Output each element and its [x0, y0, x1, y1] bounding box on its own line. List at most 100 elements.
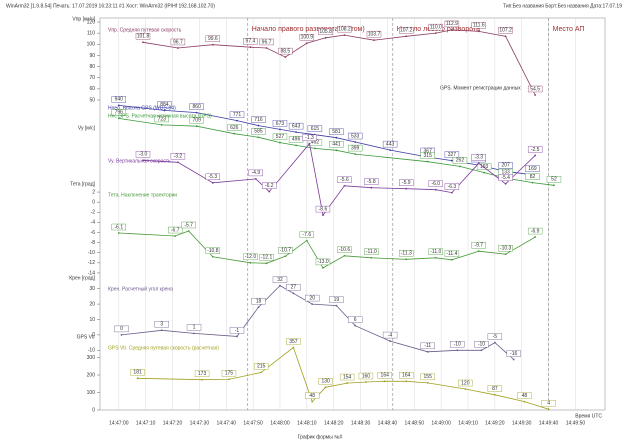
value-label-box [318, 28, 333, 36]
value-label-box [399, 179, 414, 186]
y-tick-label: -12 [88, 260, 95, 266]
data-point [279, 128, 281, 131]
data-point [434, 188, 437, 191]
y-axis-label: Vпр [км/ч] [72, 16, 95, 22]
data-point [292, 346, 295, 349]
value-label: 709 [193, 118, 202, 124]
value-label-box [157, 101, 172, 108]
value-label-box [168, 226, 183, 234]
value-label-box [315, 258, 331, 266]
value-label: 48 [309, 393, 315, 399]
value-label: 19 [334, 297, 340, 303]
value-label: 112.9 [446, 21, 458, 27]
data-point [504, 35, 507, 38]
y-tick-label: 80 [89, 64, 95, 70]
value-label: -1.3 [305, 135, 314, 141]
value-label: 108.2 [338, 26, 351, 32]
data-point [136, 377, 139, 380]
data-point [335, 149, 338, 152]
y-axis-label: Тета [град] [70, 181, 95, 187]
x-tick-label: 14:49:10 [458, 420, 478, 426]
y-tick-label: 100 [87, 390, 96, 396]
value-label: 160 [362, 373, 371, 379]
value-label: 82 [530, 174, 536, 180]
value-label: 107.2 [499, 28, 512, 34]
value-label: -11.4 [446, 251, 457, 257]
value-label: 105.8 [319, 29, 332, 35]
data-point [120, 334, 123, 336]
value-label: 3 [160, 322, 163, 328]
value-label: 120 [461, 380, 470, 386]
x-tick-label: 14:47:20 [163, 420, 183, 426]
value-label-box [364, 248, 379, 255]
value-label-box [111, 223, 127, 231]
x-axis-label: Время UTC [575, 413, 602, 419]
value-label-box [315, 205, 331, 213]
data-point [176, 161, 179, 164]
data-point [265, 262, 268, 265]
data-point [308, 142, 311, 145]
data-point [335, 304, 338, 307]
value-label-box [458, 379, 473, 387]
value-label: 96.7 [173, 39, 183, 45]
value-label: -10.8 [207, 248, 219, 254]
y-tick-label: 30 [89, 286, 95, 292]
data-point [117, 104, 120, 107]
value-label-box [205, 35, 221, 42]
value-label-box [444, 183, 460, 190]
x-tick-label: 14:47:50 [243, 420, 263, 426]
value-label-box [130, 369, 145, 376]
data-point [160, 124, 163, 126]
data-point [142, 41, 144, 44]
value-label-box [498, 27, 513, 34]
data-point [450, 29, 453, 31]
value-label-box [428, 248, 443, 255]
value-label-box [428, 23, 443, 31]
value-label-box [527, 85, 543, 93]
series-line [137, 346, 549, 410]
value-label-box [194, 370, 210, 377]
data-point [163, 109, 166, 112]
value-label: 673 [276, 121, 285, 127]
value-label: -11.0 [366, 249, 377, 255]
value-label: -3.3 [474, 155, 483, 161]
value-label-box [181, 221, 196, 229]
legend-label: Hgeo. Высота GPS (WGS-84) [108, 105, 176, 111]
value-label-box [229, 111, 245, 118]
legend-label: Hнс GPS. Расчетная истинная высота (GPS) [108, 113, 212, 119]
value-label: -11.0 [430, 249, 441, 255]
data-point [313, 147, 316, 150]
x-tick-label: 14:48:50 [405, 420, 425, 426]
value-label: -1 [235, 328, 240, 334]
footer: График формы №# [298, 434, 343, 440]
value-label-box [471, 22, 486, 29]
value-label: -6.7 [171, 227, 180, 233]
value-label: -11.3 [401, 251, 412, 257]
value-label: 860 [193, 104, 202, 110]
data-point [370, 186, 373, 189]
annotation: GPS. Момент регистрации данных [440, 85, 521, 91]
data-point [284, 255, 287, 258]
value-label-box [189, 103, 204, 110]
value-label-box [259, 254, 274, 261]
value-label-box [364, 178, 379, 185]
value-label: 215 [257, 364, 266, 370]
data-point [236, 335, 238, 338]
x-tick-label: 14:48:30 [351, 420, 371, 426]
data-point [434, 32, 437, 35]
value-label: -5.7 [184, 222, 193, 228]
value-label: -5.9 [402, 180, 411, 186]
value-label: 20 [309, 295, 315, 301]
value-label-box [227, 124, 242, 131]
value-label: 626 [230, 125, 239, 131]
value-label-box [111, 96, 127, 103]
data-point [434, 256, 437, 259]
value-label-box [377, 372, 392, 379]
data-point [354, 141, 357, 143]
data-point [257, 136, 260, 139]
data-point [236, 119, 238, 122]
value-label-box [114, 325, 129, 333]
data-point [295, 131, 297, 134]
value-label-box [347, 132, 363, 140]
value-label: 173 [198, 371, 207, 377]
